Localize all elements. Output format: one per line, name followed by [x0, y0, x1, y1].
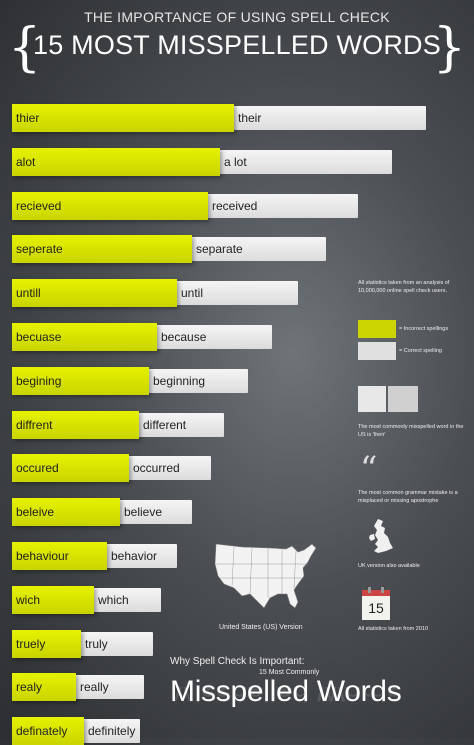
incorrect-spelling-bar: becuase — [12, 323, 157, 351]
incorrect-spelling-bar: beleive — [12, 498, 120, 526]
uk-map-icon — [369, 519, 393, 553]
uk-note: UK version also available — [358, 563, 420, 569]
correct-spelling-label: occurred — [133, 461, 180, 475]
word-row: behaviour behavior — [12, 542, 177, 570]
incorrect-spelling-label: beleive — [16, 505, 55, 519]
incorrect-spelling-label: realy — [16, 680, 43, 694]
correct-spelling-label: different — [143, 418, 187, 432]
incorrect-spelling-label: truely — [16, 637, 46, 651]
right-brace-decoration: } — [432, 18, 466, 78]
grammar-note: The most common grammar mistake is a mis… — [358, 490, 458, 504]
incorrect-spelling-bar: untill — [12, 279, 177, 307]
legend-correct-label: = Correct spelling — [399, 348, 442, 354]
word-row: truely truly — [12, 630, 153, 658]
incorrect-spelling-label: untill — [16, 286, 41, 300]
incorrect-spelling-bar: seperate — [12, 235, 192, 263]
incorrect-spelling-bar: realy — [12, 673, 76, 701]
correct-spelling-label: believe — [124, 505, 163, 519]
word-row: seperate separate — [12, 235, 326, 263]
correct-spelling-label: a lot — [224, 155, 247, 169]
incorrect-spelling-bar: alot — [12, 148, 220, 176]
footer-subtitle: 15 Most Commonly — [259, 669, 320, 676]
mini-bars-icon — [358, 386, 420, 412]
quote-marks-icon: “ — [360, 449, 378, 489]
correct-spelling-label: because — [161, 330, 207, 344]
incorrect-spelling-bar: definately — [12, 717, 84, 745]
incorrect-spelling-bar: wich — [12, 586, 94, 614]
incorrect-spelling-label: occured — [16, 461, 59, 475]
word-row: thier their — [12, 104, 426, 132]
incorrect-spelling-label: seperate — [16, 242, 63, 256]
footer-title-reflection: Misspelled Words — [170, 687, 402, 707]
correct-spelling-label: behavior — [111, 549, 158, 563]
us-version-label: United States (US) Version — [219, 624, 303, 631]
incorrect-spelling-label: wich — [16, 593, 41, 607]
incorrect-spelling-bar: thier — [12, 104, 234, 132]
word-row: realy really — [12, 673, 144, 701]
incorrect-spelling-label: becuase — [16, 330, 62, 344]
correct-spelling-label: truly — [85, 637, 108, 651]
left-brace-decoration: { — [8, 18, 42, 78]
correct-spelling-label: really — [80, 680, 109, 694]
correct-spelling-label: definitely — [88, 724, 136, 738]
correct-spelling-label: which — [98, 593, 129, 607]
header: THE IMPORTANCE OF USING SPELL CHECK { 15… — [0, 0, 474, 85]
incorrect-spelling-bar: diffrent — [12, 411, 139, 439]
correct-spelling-label: beginning — [153, 374, 206, 388]
word-row: beleive believe — [12, 498, 192, 526]
word-row: wich which — [12, 586, 161, 614]
incorrect-spelling-label: behaviour — [16, 549, 69, 563]
incorrect-spelling-bar: recieved — [12, 192, 208, 220]
us-map-icon — [214, 543, 317, 609]
word-row: definately definitely — [12, 717, 140, 745]
legend-incorrect-label: = Incorrect spellings — [399, 326, 449, 332]
correct-spelling-label: received — [212, 199, 258, 213]
calendar-number: 15 — [362, 596, 390, 620]
word-row: becuase because — [12, 323, 272, 351]
word-row: alot a lot — [12, 148, 392, 176]
incorrect-spelling-label: diffrent — [16, 418, 53, 432]
supertitle: THE IMPORTANCE OF USING SPELL CHECK — [84, 9, 390, 25]
incorrect-spelling-label: begining — [16, 374, 62, 388]
word-row: begining beginning — [12, 367, 248, 395]
word-row: diffrent different — [12, 411, 224, 439]
incorrect-spelling-label: definately — [16, 724, 68, 738]
incorrect-spelling-label: alot — [16, 155, 36, 169]
correct-spelling-label: their — [238, 111, 262, 125]
page-title: 15 MOST MISSPELLED WORDS — [33, 30, 441, 60]
word-row: untill until — [12, 279, 298, 307]
footer-title: Misspelled Words — [170, 675, 402, 708]
correct-spelling-label: separate — [196, 242, 243, 256]
incorrect-spelling-bar: truely — [12, 630, 81, 658]
incorrect-spelling-bar: occured — [12, 454, 129, 482]
year-note: All statistics taken from 2010 — [358, 626, 429, 632]
footer-why: Why Spell Check Is Important: — [170, 656, 305, 667]
incorrect-spelling-label: thier — [16, 111, 40, 125]
stats-note: All statistics taken from an analysis of… — [358, 280, 450, 294]
calendar-icon: 15 — [362, 587, 390, 620]
incorrect-spelling-bar: begining — [12, 367, 149, 395]
word-row: recieved received — [12, 192, 358, 220]
legend-incorrect-swatch — [358, 320, 396, 338]
word-row: occured occurred — [12, 454, 211, 482]
incorrect-spelling-label: recieved — [16, 199, 62, 213]
incorrect-spelling-bar: behaviour — [12, 542, 107, 570]
legend-correct-swatch — [358, 342, 396, 360]
most-misspelled-note: The most commonly misspelled word in the… — [358, 424, 464, 438]
correct-spelling-label: until — [181, 286, 204, 300]
